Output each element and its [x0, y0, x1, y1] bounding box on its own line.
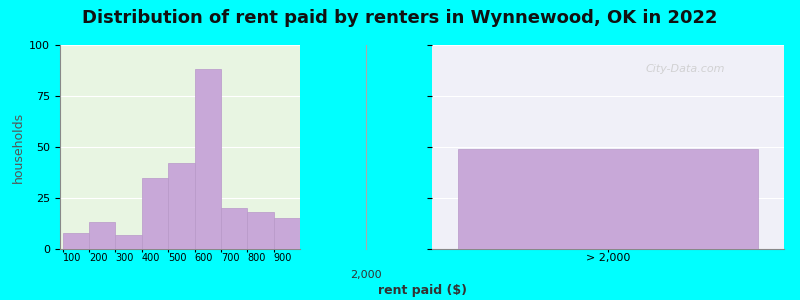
Bar: [274, 218, 300, 249]
Bar: [194, 70, 221, 249]
Bar: [247, 212, 274, 249]
Bar: [115, 235, 142, 249]
Text: rent paid ($): rent paid ($): [378, 284, 466, 297]
Text: City-Data.com: City-Data.com: [646, 64, 725, 74]
Bar: [89, 223, 115, 249]
Bar: [142, 178, 168, 249]
Text: Distribution of rent paid by renters in Wynnewood, OK in 2022: Distribution of rent paid by renters in …: [82, 9, 718, 27]
Y-axis label: households: households: [12, 111, 25, 183]
Bar: [168, 163, 194, 249]
Text: 2,000: 2,000: [350, 270, 382, 280]
Bar: [458, 149, 758, 249]
Bar: [221, 208, 247, 249]
Bar: [62, 233, 89, 249]
